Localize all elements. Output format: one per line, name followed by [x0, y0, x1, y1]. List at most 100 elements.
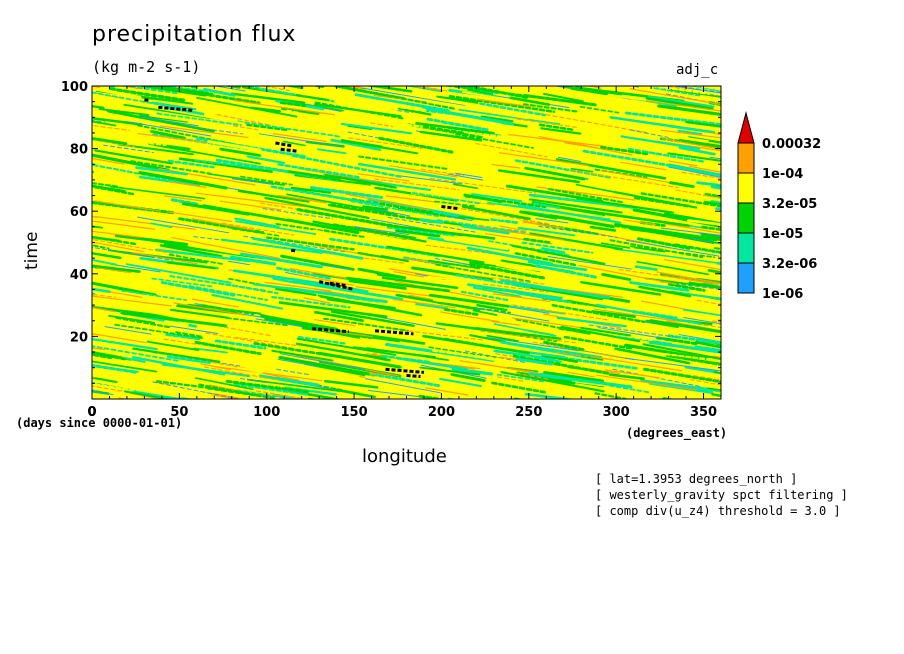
precip-stripe	[167, 211, 233, 223]
precip-stripe	[543, 370, 605, 383]
precip-stripe	[118, 86, 180, 95]
precip-stripe	[310, 186, 383, 200]
precip-stripe	[382, 143, 473, 162]
precip-stripe	[567, 371, 596, 378]
precip-stripe	[484, 435, 579, 451]
precip-stripe	[153, 144, 261, 165]
precip-stripe	[37, 233, 85, 241]
precip-stripe	[205, 332, 295, 349]
precip-stripe	[125, 121, 212, 137]
precip-stripe	[371, 208, 411, 217]
precip-stripe	[697, 116, 721, 122]
precip-stripe	[92, 352, 113, 360]
precip-stripe	[264, 196, 370, 220]
precip-stripe	[92, 157, 125, 165]
precip-stripe	[427, 259, 481, 270]
precip-stripe	[150, 222, 173, 229]
precip-stripe	[467, 421, 567, 434]
precip-stripe	[194, 377, 254, 391]
precip-stripe	[144, 401, 237, 414]
precip-stripe	[279, 353, 366, 370]
precip-stripe	[339, 86, 367, 90]
precip-stripe	[414, 76, 460, 84]
precip-stripe	[170, 198, 199, 206]
precip-stripe	[710, 402, 820, 417]
precip-stripe	[728, 414, 834, 431]
precip-stripe	[222, 86, 241, 89]
precip-stripe	[516, 118, 579, 129]
precip-stripe	[461, 205, 531, 221]
precip-stripe	[504, 86, 507, 87]
precip-stripe	[199, 210, 303, 227]
precip-stripe	[433, 298, 477, 307]
precip-stripe	[514, 252, 579, 267]
precip-stripe	[286, 193, 398, 216]
precip-stripe	[726, 398, 821, 414]
precip-stripe	[161, 435, 220, 445]
precip-stripe	[92, 215, 98, 219]
precip-stripe	[490, 217, 521, 225]
precip-stripe	[378, 72, 428, 79]
precip-stripe	[32, 409, 78, 415]
precip-stripe	[431, 348, 504, 362]
precip-stripe	[349, 86, 361, 88]
precip-stripe	[511, 244, 606, 265]
precip-stripe	[540, 127, 582, 135]
precip-stripe	[164, 427, 264, 443]
precip-stripe	[463, 193, 503, 204]
precip-stripe	[644, 277, 721, 290]
precip-stripe	[408, 112, 500, 129]
precip-stripe	[634, 265, 658, 271]
precip-stripe	[234, 217, 280, 229]
precip-stripe	[582, 149, 687, 170]
y-tick-label: 60	[70, 205, 88, 220]
precip-stripe	[660, 129, 721, 139]
precip-stripe	[719, 427, 774, 437]
precip-stripe	[517, 226, 576, 237]
colorbar-label: 0.00032	[762, 137, 821, 152]
precip-stripe	[376, 273, 404, 279]
precip-stripe	[206, 386, 275, 399]
precip-stripe	[491, 381, 548, 394]
precip-stripe	[92, 153, 170, 172]
precip-stripe	[538, 225, 618, 238]
x-tick-label: 50	[170, 405, 188, 420]
precip-stripe	[96, 267, 127, 273]
precip-stripe	[428, 422, 526, 434]
precip-stripe	[229, 255, 277, 266]
precip-stripe	[499, 225, 528, 232]
precip-stripe	[428, 293, 510, 308]
precip-stripe	[387, 216, 477, 233]
precip-stripe	[131, 252, 198, 265]
precip-stripe	[461, 419, 498, 424]
precip-stripe	[228, 428, 304, 437]
note-threshold: [ comp div(u_z4) threshold = 3.0 ]	[595, 504, 841, 518]
precip-stripe	[670, 290, 721, 300]
precip-stripe	[92, 347, 106, 351]
precip-stripe	[166, 355, 211, 365]
precip-stripe	[638, 285, 692, 298]
precip-stripe	[258, 133, 342, 147]
precip-stripe	[429, 177, 537, 194]
note-filtering: [ westerly_gravity spct filtering ]	[595, 488, 848, 502]
precip-stripe	[735, 354, 807, 363]
precip-stripe	[579, 106, 620, 114]
precip-stripe	[624, 111, 721, 126]
precip-stripe	[656, 271, 721, 284]
precip-stripe	[261, 372, 300, 381]
precip-stripe	[729, 416, 795, 425]
precip-stripe	[529, 198, 623, 214]
precip-stripe	[653, 86, 701, 97]
precip-stripe	[295, 398, 304, 399]
precip-stripe	[567, 217, 615, 229]
precip-stripe	[541, 354, 578, 363]
precip-stripe	[193, 347, 228, 354]
x-tick-label: 300	[603, 405, 630, 420]
precip-stripe	[529, 232, 623, 251]
precip-stripe	[661, 138, 720, 150]
precip-stripe	[675, 135, 710, 143]
precip-stripe	[455, 172, 483, 179]
precip-stripe	[463, 273, 545, 285]
precip-stripe	[450, 373, 486, 383]
precip-stripe	[92, 360, 158, 373]
